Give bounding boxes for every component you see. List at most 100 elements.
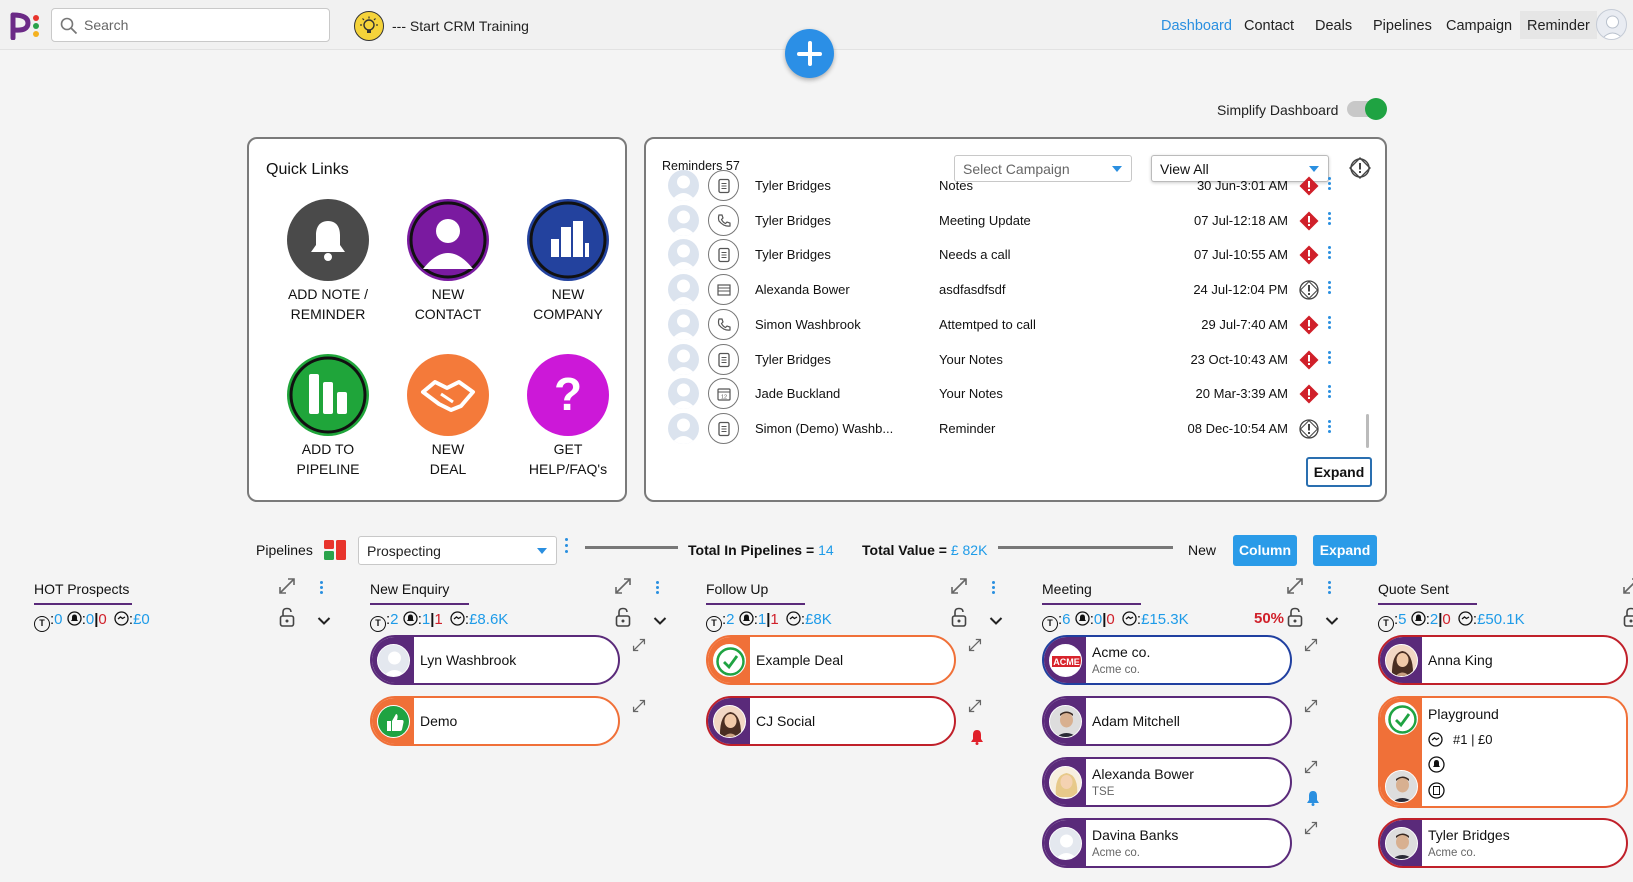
lightbulb-icon[interactable] bbox=[354, 11, 384, 41]
deal-card[interactable]: CJ Social bbox=[706, 696, 956, 746]
pipeline-select[interactable]: Prospecting bbox=[358, 536, 557, 565]
nav-dashboard[interactable]: Dashboard bbox=[1161, 18, 1232, 34]
chevron-down-icon[interactable] bbox=[1325, 613, 1339, 629]
reminder-row[interactable]: Tyler Bridges Notes 30 Jun-3:01 AM bbox=[668, 169, 1358, 203]
nav-pipelines[interactable]: Pipelines bbox=[1373, 18, 1432, 34]
pipeline-menu-kebab[interactable] bbox=[565, 538, 569, 557]
nav-reminder[interactable]: Reminder bbox=[1520, 11, 1597, 39]
reminder-menu-kebab[interactable] bbox=[1328, 279, 1332, 298]
deal-card[interactable]: Anna King bbox=[1378, 635, 1628, 685]
user-avatar[interactable] bbox=[1596, 9, 1627, 40]
chevron-down-icon[interactable] bbox=[653, 613, 667, 629]
unlock-icon[interactable] bbox=[1287, 607, 1303, 630]
column-menu-kebab[interactable] bbox=[320, 579, 324, 598]
deal-card[interactable]: Tyler Bridges Acme co. bbox=[1378, 818, 1628, 868]
reminder-row[interactable]: Tyler Bridges Your Notes 23 Oct-10:43 AM bbox=[668, 343, 1358, 377]
search-box[interactable] bbox=[51, 8, 330, 42]
column-expand-icon[interactable] bbox=[1286, 577, 1304, 598]
quick-link-add-note[interactable]: ADD NOTE / REMINDER bbox=[273, 199, 383, 324]
simplify-dashboard-toggle[interactable] bbox=[1347, 98, 1387, 120]
reminder-menu-kebab[interactable] bbox=[1328, 349, 1332, 368]
pending-alert-icon[interactable] bbox=[1298, 279, 1320, 304]
reminder-row[interactable]: Alexanda Bower asdfasdfsdf 24 Jul-12:04 PM bbox=[668, 273, 1358, 307]
deal-card[interactable]: Alexanda Bower TSE bbox=[1042, 757, 1292, 807]
add-icon[interactable] bbox=[785, 29, 834, 78]
unlock-icon[interactable] bbox=[615, 607, 631, 630]
app-logo[interactable] bbox=[10, 12, 42, 43]
start-training-link[interactable]: --- Start CRM Training bbox=[392, 18, 529, 34]
deal-card[interactable]: ACME Acme co. Acme co. bbox=[1042, 635, 1292, 685]
reminder-contact-name[interactable]: Tyler Bridges bbox=[755, 178, 831, 193]
pending-alert-icon[interactable] bbox=[1298, 418, 1320, 443]
reminder-row[interactable]: Simon Washbrook Attemtped to call 29 Jul-7… bbox=[668, 308, 1358, 342]
reminder-contact-name[interactable]: Simon Washbrook bbox=[755, 316, 861, 332]
view-filter-dropdown[interactable]: View All bbox=[1151, 155, 1329, 182]
quick-link-help[interactable]: ? GET HELP/FAQ's bbox=[513, 354, 623, 479]
column-menu-kebab[interactable] bbox=[992, 579, 996, 598]
reminder-menu-kebab[interactable] bbox=[1328, 210, 1332, 229]
reminder-row[interactable]: Tyler Bridges Meeting Update 07 Jul-12:18 … bbox=[668, 204, 1358, 238]
alert-icon[interactable] bbox=[1349, 157, 1371, 182]
deal-card[interactable]: Demo bbox=[370, 696, 620, 746]
unlock-icon[interactable] bbox=[1623, 607, 1633, 630]
reminder-menu-kebab[interactable] bbox=[1328, 175, 1332, 194]
reminder-row[interactable]: Simon (Demo) Washb... Reminder 08 Dec-10:5… bbox=[668, 412, 1358, 446]
column-expand-icon[interactable] bbox=[1622, 577, 1633, 598]
nav-contact[interactable]: Contact bbox=[1244, 18, 1294, 34]
overdue-alert-icon[interactable] bbox=[1298, 349, 1320, 374]
pipeline-color-icon[interactable] bbox=[324, 539, 346, 564]
deal-expand-icon[interactable] bbox=[1304, 699, 1318, 716]
deal-expand-icon[interactable] bbox=[632, 699, 646, 716]
deal-card[interactable]: Playground #1 | £0 bbox=[1378, 696, 1628, 808]
deal-card[interactable]: Lyn Washbrook bbox=[370, 635, 620, 685]
column-expand-icon[interactable] bbox=[614, 577, 632, 598]
reminder-menu-kebab[interactable] bbox=[1328, 418, 1332, 437]
quick-link-new-deal[interactable]: NEW DEAL bbox=[393, 354, 503, 479]
deal-expand-icon[interactable] bbox=[1304, 760, 1318, 777]
reminder-menu-kebab[interactable] bbox=[1328, 383, 1332, 402]
bell-icon[interactable] bbox=[1306, 790, 1320, 809]
column-button[interactable]: Column bbox=[1233, 535, 1297, 566]
reminder-contact-name[interactable]: Tyler Bridges bbox=[755, 351, 831, 367]
reminder-menu-kebab[interactable] bbox=[1328, 314, 1332, 333]
reminders-expand-button[interactable]: Expand bbox=[1306, 457, 1372, 487]
unlock-icon[interactable] bbox=[279, 607, 295, 630]
column-menu-kebab[interactable] bbox=[1328, 579, 1332, 598]
reminder-contact-name[interactable]: Tyler Bridges bbox=[755, 247, 831, 263]
column-expand-icon[interactable] bbox=[950, 577, 968, 598]
chevron-down-icon[interactable] bbox=[989, 613, 1003, 629]
quick-link-new-company[interactable]: NEW COMPANY bbox=[513, 199, 623, 324]
reminder-contact-name[interactable]: Jade Buckland bbox=[755, 386, 841, 402]
select-campaign-dropdown[interactable]: Select Campaign bbox=[954, 155, 1132, 182]
deal-expand-icon[interactable] bbox=[968, 699, 982, 716]
pipeline-expand-button[interactable]: Expand bbox=[1313, 535, 1377, 566]
quick-link-add-to-pipeline[interactable]: ADD TO PIPELINE bbox=[273, 354, 383, 479]
search-input[interactable] bbox=[84, 9, 324, 41]
deal-expand-icon[interactable] bbox=[968, 638, 982, 655]
quick-link-new-contact[interactable]: NEW CONTACT bbox=[393, 199, 503, 324]
overdue-alert-icon[interactable] bbox=[1298, 383, 1320, 408]
column-menu-kebab[interactable] bbox=[656, 579, 660, 598]
reminder-menu-kebab[interactable] bbox=[1328, 244, 1332, 263]
reminder-row[interactable]: Tyler Bridges Needs a call 07 Jul-10:55 AM bbox=[668, 238, 1358, 272]
column-expand-icon[interactable] bbox=[278, 577, 296, 598]
deal-expand-icon[interactable] bbox=[632, 638, 646, 655]
deal-expand-icon[interactable] bbox=[1304, 821, 1318, 838]
unlock-icon[interactable] bbox=[951, 607, 967, 630]
deal-card[interactable]: Adam Mitchell bbox=[1042, 696, 1292, 746]
reminder-row[interactable]: 12 Jade Buckland Your Notes 20 Mar-3:39 AM bbox=[668, 377, 1358, 411]
overdue-alert-icon[interactable] bbox=[1298, 210, 1320, 235]
reminders-scrollbar[interactable] bbox=[1366, 414, 1369, 448]
deal-card[interactable]: Davina Banks Acme co. bbox=[1042, 818, 1292, 868]
overdue-alert-icon[interactable] bbox=[1298, 244, 1320, 269]
reminder-contact-name[interactable]: Tyler Bridges bbox=[755, 212, 831, 228]
reminder-contact-name[interactable]: Simon (Demo) Washb... bbox=[755, 420, 894, 436]
bell-icon[interactable] bbox=[970, 729, 984, 748]
deal-card[interactable]: Example Deal bbox=[706, 635, 956, 685]
deal-expand-icon[interactable] bbox=[1304, 638, 1318, 655]
overdue-alert-icon[interactable] bbox=[1298, 314, 1320, 339]
nav-deals[interactable]: Deals bbox=[1315, 18, 1353, 34]
chevron-down-icon[interactable] bbox=[317, 613, 331, 629]
overdue-alert-icon[interactable] bbox=[1298, 175, 1320, 200]
nav-campaign[interactable]: Campaign bbox=[1446, 18, 1513, 34]
